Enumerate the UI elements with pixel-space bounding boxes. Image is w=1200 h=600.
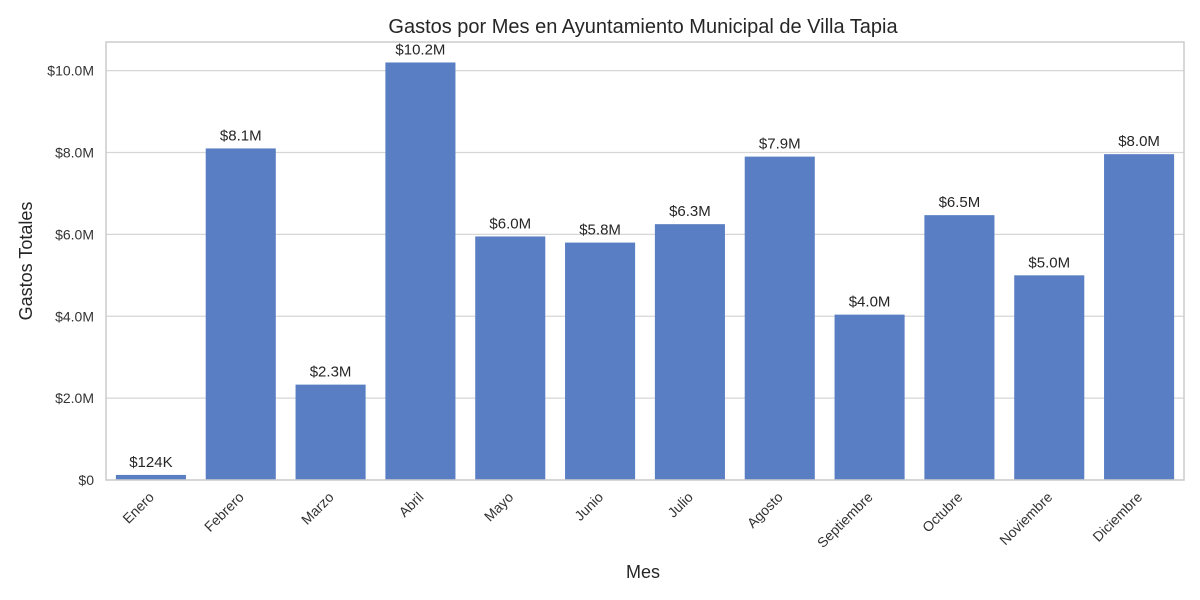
bar-agosto <box>744 156 815 480</box>
x-tick-label: Diciembre <box>1089 489 1145 545</box>
data-label: $8.0M <box>1118 133 1160 150</box>
bar-octubre <box>924 215 995 481</box>
bar-marzo <box>295 384 366 480</box>
x-tick-label: Junio <box>571 489 606 524</box>
data-label: $4.0M <box>849 294 891 311</box>
x-tick-label: Enero <box>119 489 157 527</box>
bar-julio <box>654 224 725 480</box>
bars <box>115 62 1175 481</box>
data-label: $6.3M <box>669 203 711 220</box>
y-tick-label: $2.0M <box>55 390 94 406</box>
bar-noviembre <box>1014 275 1085 480</box>
y-tick-label: $10.0M <box>47 63 94 79</box>
x-tick-label: Noviembre <box>996 489 1055 548</box>
x-tick-label: Abril <box>395 489 426 520</box>
x-tick-label: Septiembre <box>814 489 876 551</box>
x-tick-label: Julio <box>664 489 696 521</box>
x-axis-label: Mes <box>626 562 660 582</box>
y-axis-ticks: $0 $2.0M $4.0M $6.0M $8.0M $10.0M <box>47 63 94 488</box>
chart-title: Gastos por Mes en Ayuntamiento Municipal… <box>388 16 898 38</box>
bar-septiembre <box>834 314 905 480</box>
data-label: $5.0M <box>1028 254 1070 271</box>
x-tick-label: Marzo <box>298 489 337 528</box>
y-tick-label: $8.0M <box>55 145 94 161</box>
x-tick-label: Agosto <box>744 489 786 531</box>
x-tick-label: Febrero <box>201 489 247 535</box>
plot-area-frame <box>105 41 1185 481</box>
y-tick-label: $4.0M <box>55 308 94 324</box>
data-label: $10.2M <box>395 41 445 58</box>
bar-enero <box>115 474 186 480</box>
y-tick-label: $6.0M <box>55 226 94 242</box>
data-labels: $124K $8.1M $2.3M $10.2M $6.0M $5.8M $6.3M $7.9… <box>129 41 1160 470</box>
x-axis-ticks: Enero Febrero Marzo Abril Mayo Junio Julio Agos… <box>119 489 1145 551</box>
data-label: $124K <box>129 454 172 471</box>
data-label: $2.3M <box>310 364 352 381</box>
data-label: $6.5M <box>939 194 981 211</box>
x-tick-label: Octubre <box>919 489 966 536</box>
bar-abril <box>385 62 456 481</box>
bar-febrero <box>205 148 276 480</box>
y-axis-label: Gastos Totales <box>16 202 36 321</box>
x-tick-label: Mayo <box>481 489 517 525</box>
data-label: $8.1M <box>220 127 262 144</box>
data-label: $6.0M <box>489 215 531 232</box>
y-tick-label: $0 <box>78 472 94 488</box>
bar-diciembre <box>1104 154 1175 480</box>
data-label: $5.8M <box>579 222 621 239</box>
bar-junio <box>565 242 636 480</box>
bar-mayo <box>475 236 546 480</box>
data-label: $7.9M <box>759 136 801 153</box>
